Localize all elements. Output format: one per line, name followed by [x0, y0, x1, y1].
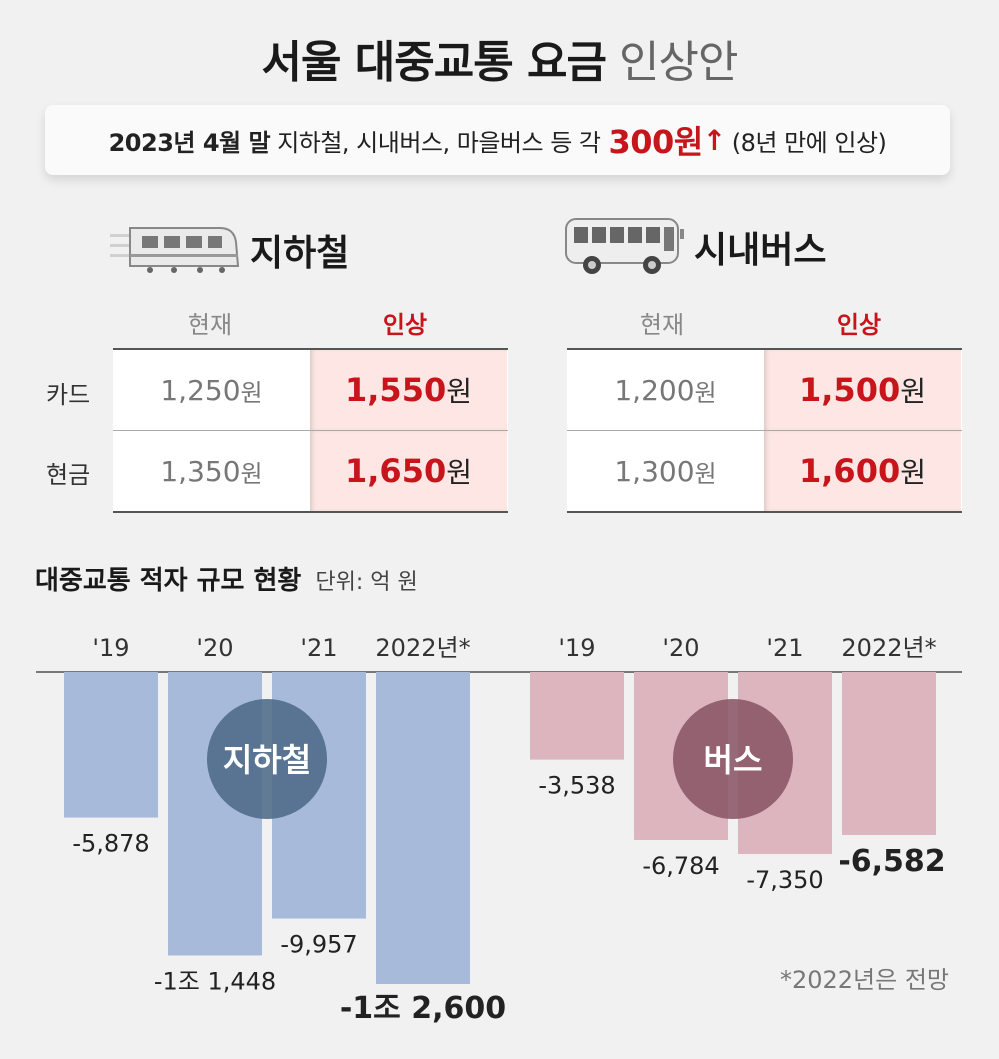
- subway-card-now: 1,250 원: [160, 373, 263, 407]
- bar: [842, 672, 936, 835]
- data-label: -3,538: [538, 772, 615, 800]
- data-label: -1조 2,600: [340, 991, 506, 1026]
- series-badge: [673, 699, 793, 819]
- table-row: 1,350 원 1,650 원: [113, 430, 508, 511]
- forecast-note: *2022년은 전망: [779, 966, 949, 994]
- tick-label: 2022년*: [375, 634, 470, 662]
- data-label: -5,878: [72, 830, 149, 858]
- page-title: 서울 대중교통 요금 인상안: [0, 26, 999, 90]
- tick-label: 2022년*: [841, 634, 936, 662]
- series-badge: [207, 699, 327, 819]
- table-row: 1,250 원 1,550 원: [113, 350, 508, 430]
- subway-row-label-card: 카드: [46, 381, 91, 409]
- tick-label: '20: [196, 634, 233, 662]
- title-main: 서울 대중교통 요금: [261, 37, 607, 88]
- summary-banner: 2023년 4월 말 지하철, 시내버스, 마을버스 등 각 300원 ↑ (8…: [45, 105, 950, 175]
- subway-col-now: 현재: [187, 311, 233, 339]
- table-row: 1,200 원 1,500 원: [567, 350, 962, 430]
- bus-card-now: 1,200 원: [614, 373, 717, 407]
- bus-col-up: 인상: [836, 311, 882, 339]
- subway-heading-label: 지하철: [250, 233, 350, 274]
- series-name: 지하철: [223, 741, 311, 779]
- title-sub: 인상안: [619, 37, 738, 88]
- data-label: -7,350: [746, 866, 823, 894]
- subway-heading: 지하철: [110, 222, 349, 278]
- subway-row-label-cash: 현금: [46, 461, 91, 489]
- bus-cash-up: 1,600 원: [764, 431, 961, 511]
- subway-cash-now: 1,350 원: [160, 454, 263, 488]
- bar: [530, 672, 624, 760]
- bus-card-up: 1,500 원: [764, 350, 961, 430]
- bar: [64, 672, 158, 818]
- bar: [376, 672, 470, 984]
- deficit-chart: '19 -5,878 '20 -1조 1,448 '21 -9,957 2022년* -1조 …: [36, 634, 962, 1026]
- subway-card-up: 1,550 원: [310, 350, 507, 430]
- bus-fare-table: 1,200 원 1,500 원 1,300 원 1,600 원: [567, 348, 962, 513]
- subway-col-up: 인상: [382, 311, 428, 339]
- tick-label: '20: [662, 634, 699, 662]
- tick-label: '19: [92, 634, 129, 662]
- banner-date: 2023년 4월 말: [108, 128, 271, 157]
- subway-icon: [110, 227, 240, 273]
- data-label: -9,957: [280, 931, 357, 959]
- table-row: 1,300 원 1,600 원: [567, 430, 962, 511]
- bus-heading: 시내버스: [562, 215, 826, 279]
- data-label: -6,784: [642, 852, 719, 880]
- tick-label: '19: [558, 634, 595, 662]
- banner-targets: 지하철, 시내버스, 마을버스 등 각: [277, 128, 601, 157]
- bus-cash-now: 1,300 원: [614, 454, 717, 488]
- deficit-title: 대중교통 적자 규모 현황 단위: 억 원: [35, 566, 418, 596]
- up-arrow-icon: ↑: [702, 123, 726, 157]
- tick-label: '21: [300, 634, 337, 662]
- series-name: 버스: [704, 741, 763, 779]
- data-label: -6,582: [838, 844, 945, 879]
- tick-label: '21: [766, 634, 803, 662]
- subway-fare-table: 1,250 원 1,550 원 1,350 원 1,650 원: [113, 348, 508, 513]
- subway-cash-up: 1,650 원: [310, 431, 507, 511]
- banner-amount: 300원: [608, 123, 704, 161]
- bus-col-now: 현재: [639, 311, 685, 339]
- bus-heading-label: 시내버스: [694, 230, 827, 271]
- deficit-unit: 단위: 억 원: [315, 570, 418, 595]
- banner-note: (8년 만에 인상): [731, 128, 887, 157]
- data-label: -1조 1,448: [154, 967, 276, 995]
- bus-icon: [565, 218, 684, 274]
